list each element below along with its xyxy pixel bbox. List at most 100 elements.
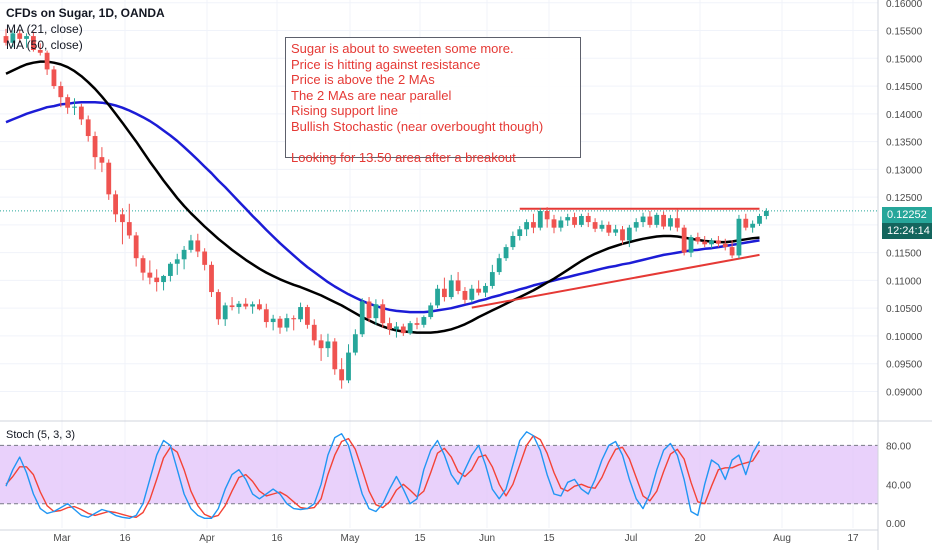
bullish-candle	[599, 220, 605, 232]
note-line: Price is above the 2 MAs	[291, 72, 435, 88]
candle-body	[510, 235, 516, 248]
bearish-candle	[743, 213, 749, 231]
candle-body	[757, 215, 762, 224]
note-line: Looking for 13.50 area after a breakout	[291, 150, 516, 166]
candle-body	[195, 240, 201, 252]
candle-body	[407, 323, 413, 334]
candle-body	[215, 292, 221, 320]
y-tick-label: 0.14000	[886, 110, 923, 121]
bearish-candle	[544, 207, 550, 228]
candle-body	[161, 275, 166, 283]
x-tick-label: 17	[847, 533, 859, 544]
candle-body	[85, 119, 91, 137]
candle-body	[448, 280, 454, 298]
bearish-candle	[380, 299, 386, 328]
bearish-candle	[531, 213, 536, 234]
bullish-candle	[10, 30, 16, 48]
candle-body	[51, 69, 57, 87]
bullish-candle	[510, 231, 516, 250]
bearish-candle	[585, 212, 591, 228]
candle-body	[359, 301, 365, 335]
candle-body	[435, 288, 440, 306]
candle-body	[58, 86, 64, 98]
ma50-legend[interactable]: MA (50, close)	[6, 38, 83, 52]
symbol-title[interactable]: CFDs on Sugar, 1D, OANDA	[6, 6, 165, 20]
candle-body	[400, 326, 406, 334]
candle-body	[366, 301, 372, 319]
candle-body	[647, 216, 653, 225]
candle-body	[750, 223, 756, 228]
bearish-candle	[366, 297, 372, 323]
candle-body	[222, 305, 228, 320]
candle-body	[174, 259, 180, 264]
candle-body	[387, 323, 392, 330]
bearish-candle	[99, 147, 105, 173]
price-pane[interactable]	[0, 28, 878, 389]
candle-body	[620, 229, 625, 241]
stoch-y-tick-label: 80.00	[886, 441, 911, 452]
bullish-candle	[188, 234, 194, 253]
x-tick-label: Jul	[625, 533, 638, 544]
bullish-candle	[763, 208, 769, 220]
candle-body	[99, 157, 105, 163]
bullish-candle	[640, 212, 646, 228]
candle-body	[257, 304, 262, 310]
bullish-candle	[565, 213, 571, 226]
candle-body	[31, 36, 36, 50]
bullish-candle	[448, 274, 454, 300]
ma21-legend[interactable]: MA (21, close)	[6, 22, 83, 36]
candle-body	[3, 36, 9, 43]
candle-body	[373, 304, 379, 319]
candle-body	[716, 240, 721, 244]
candle-body	[17, 33, 23, 39]
candle-body	[380, 304, 386, 324]
annotation-note[interactable]: Sugar is about to sweeten some more. Pri…	[285, 37, 581, 165]
candle-body	[469, 288, 475, 300]
bullish-candle	[161, 274, 166, 291]
candle-body	[544, 210, 550, 220]
x-tick-label: Jun	[479, 533, 495, 544]
candle-body	[503, 247, 509, 259]
candle-body	[65, 97, 71, 108]
bearish-candle	[674, 209, 680, 232]
bearish-candle	[620, 225, 625, 245]
note-line: Sugar is about to sweeten some more.	[291, 41, 514, 56]
candle-body	[209, 264, 214, 293]
candle-body	[236, 303, 242, 308]
candle-body	[140, 258, 146, 273]
candle-body	[181, 249, 187, 260]
y-tick-label: 0.13000	[886, 165, 923, 176]
bullish-candle	[537, 208, 543, 231]
bullish-candle	[435, 284, 440, 309]
candle-body	[291, 318, 297, 320]
candle-body	[106, 162, 112, 195]
candle-body	[592, 222, 598, 229]
bearish-candle	[318, 334, 324, 361]
candle-body	[654, 214, 660, 225]
stochastic-pane[interactable]	[0, 431, 878, 519]
candle-body	[674, 218, 680, 228]
bullish-candle	[325, 333, 331, 358]
candle-body	[311, 324, 317, 341]
bullish-candle	[181, 245, 187, 270]
candle-body	[72, 106, 77, 108]
bullish-candle	[174, 253, 180, 275]
bearish-candle	[551, 214, 557, 234]
bullish-candle	[503, 244, 509, 261]
bearish-candle	[647, 210, 653, 228]
candle-body	[24, 36, 29, 39]
x-tick-label: 15	[543, 533, 555, 544]
candle-body	[78, 106, 84, 120]
stoch-legend[interactable]: Stoch (5, 3, 3)	[6, 429, 76, 441]
bullish-candle	[496, 253, 502, 275]
bullish-candle	[352, 329, 358, 356]
candle-body	[613, 229, 619, 233]
bullish-candle	[558, 216, 564, 232]
bullish-candle	[469, 284, 475, 303]
candle-body	[572, 217, 577, 225]
candle-body	[154, 277, 160, 283]
bullish-candle	[270, 314, 276, 331]
candle-body	[277, 318, 283, 328]
